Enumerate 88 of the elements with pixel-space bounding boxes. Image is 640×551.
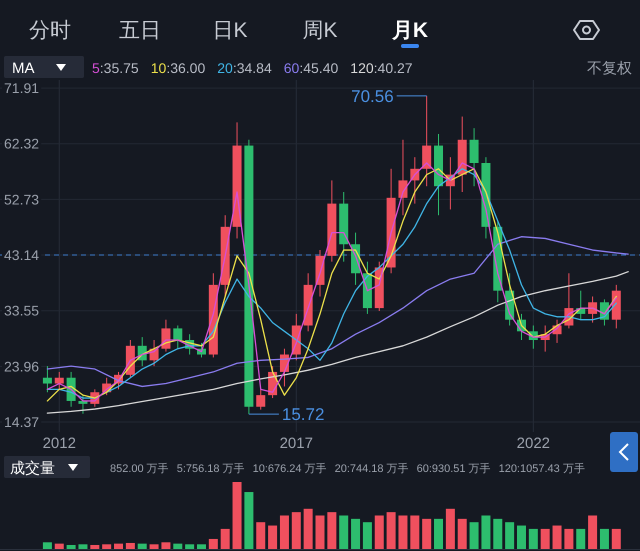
bar	[280, 516, 289, 549]
candlestick	[256, 388, 266, 410]
annotation: 70.56	[351, 86, 394, 106]
bar	[493, 518, 502, 549]
candlestick	[173, 325, 182, 350]
bar	[374, 516, 384, 549]
text: 852.00 万手	[110, 462, 169, 475]
line-series	[46, 236, 629, 388]
x-tick-label: 2017	[280, 435, 313, 452]
bar	[339, 516, 348, 549]
bar	[268, 526, 278, 549]
bar	[78, 544, 88, 549]
y-tick-label: 62.32	[4, 136, 40, 152]
bar	[54, 544, 64, 549]
bar	[114, 544, 124, 549]
annotation: 15.72	[282, 405, 324, 424]
bar	[446, 508, 455, 549]
bar	[600, 528, 609, 549]
text: 60:930.51 万手	[416, 462, 491, 475]
bar	[316, 516, 324, 549]
text: 120:40.27	[350, 60, 413, 76]
bar	[386, 512, 396, 549]
bar	[161, 542, 170, 549]
bar	[90, 544, 100, 549]
text: 日K	[212, 19, 248, 42]
text: 月K	[390, 19, 428, 42]
text: 成交量	[10, 460, 55, 477]
bar	[410, 516, 420, 549]
bar	[362, 522, 372, 549]
y-tick-label: 23.96	[4, 358, 40, 374]
candlestick	[42, 366, 52, 393]
bar	[398, 516, 408, 549]
bar	[351, 518, 360, 549]
bar	[434, 518, 444, 549]
bar	[173, 544, 182, 549]
bar	[528, 528, 538, 549]
bar	[150, 544, 159, 549]
bar	[564, 528, 574, 549]
y-tick-label: 14.37	[4, 414, 40, 430]
candlestick	[78, 394, 88, 414]
bar	[102, 544, 112, 549]
candlestick	[54, 371, 64, 390]
bar	[458, 518, 467, 549]
bar	[126, 542, 135, 549]
bar	[470, 522, 479, 549]
text: 10:676.24 万手	[252, 462, 327, 475]
bar	[244, 492, 254, 549]
text: 120:1057.43 万手	[498, 462, 585, 475]
candlestick	[422, 95, 432, 187]
bar	[232, 482, 242, 549]
bar	[256, 522, 266, 549]
bar	[481, 516, 490, 549]
bar	[292, 512, 301, 549]
bar	[422, 518, 432, 549]
bar	[612, 528, 621, 549]
bar	[66, 544, 76, 549]
bar	[138, 544, 147, 549]
text: 20:34.84	[217, 60, 272, 76]
bar	[304, 508, 313, 549]
text: 五日	[119, 19, 161, 42]
bar	[220, 528, 230, 549]
text: 60:45.40	[284, 60, 338, 76]
y-tick-label: 33.55	[4, 302, 40, 319]
x-tick-label: 2012	[42, 435, 76, 452]
text: 分时	[29, 19, 71, 42]
y-tick-label: 71.91	[4, 80, 40, 96]
y-tick-label: 43.14	[4, 247, 40, 264]
bar	[42, 542, 52, 549]
bar	[327, 512, 336, 549]
candlestick	[470, 128, 479, 187]
bar	[540, 528, 550, 549]
bar	[185, 544, 194, 549]
bar	[576, 528, 586, 549]
bar	[196, 544, 206, 549]
bar	[505, 522, 514, 549]
text: 周K	[302, 19, 338, 42]
bar	[208, 538, 218, 549]
text: 5:35.75	[92, 60, 139, 76]
x-tick-label: 2022	[516, 435, 550, 452]
text: 5:756.18 万手	[176, 462, 245, 475]
text: 不复权	[587, 60, 632, 77]
y-tick-label: 52.73	[4, 191, 40, 208]
text: MA	[12, 60, 34, 77]
bar	[516, 526, 526, 549]
text: 10:36.00	[150, 60, 206, 76]
bar	[588, 516, 598, 549]
bar	[552, 526, 562, 549]
text: 20:744.18 万手	[334, 462, 409, 475]
